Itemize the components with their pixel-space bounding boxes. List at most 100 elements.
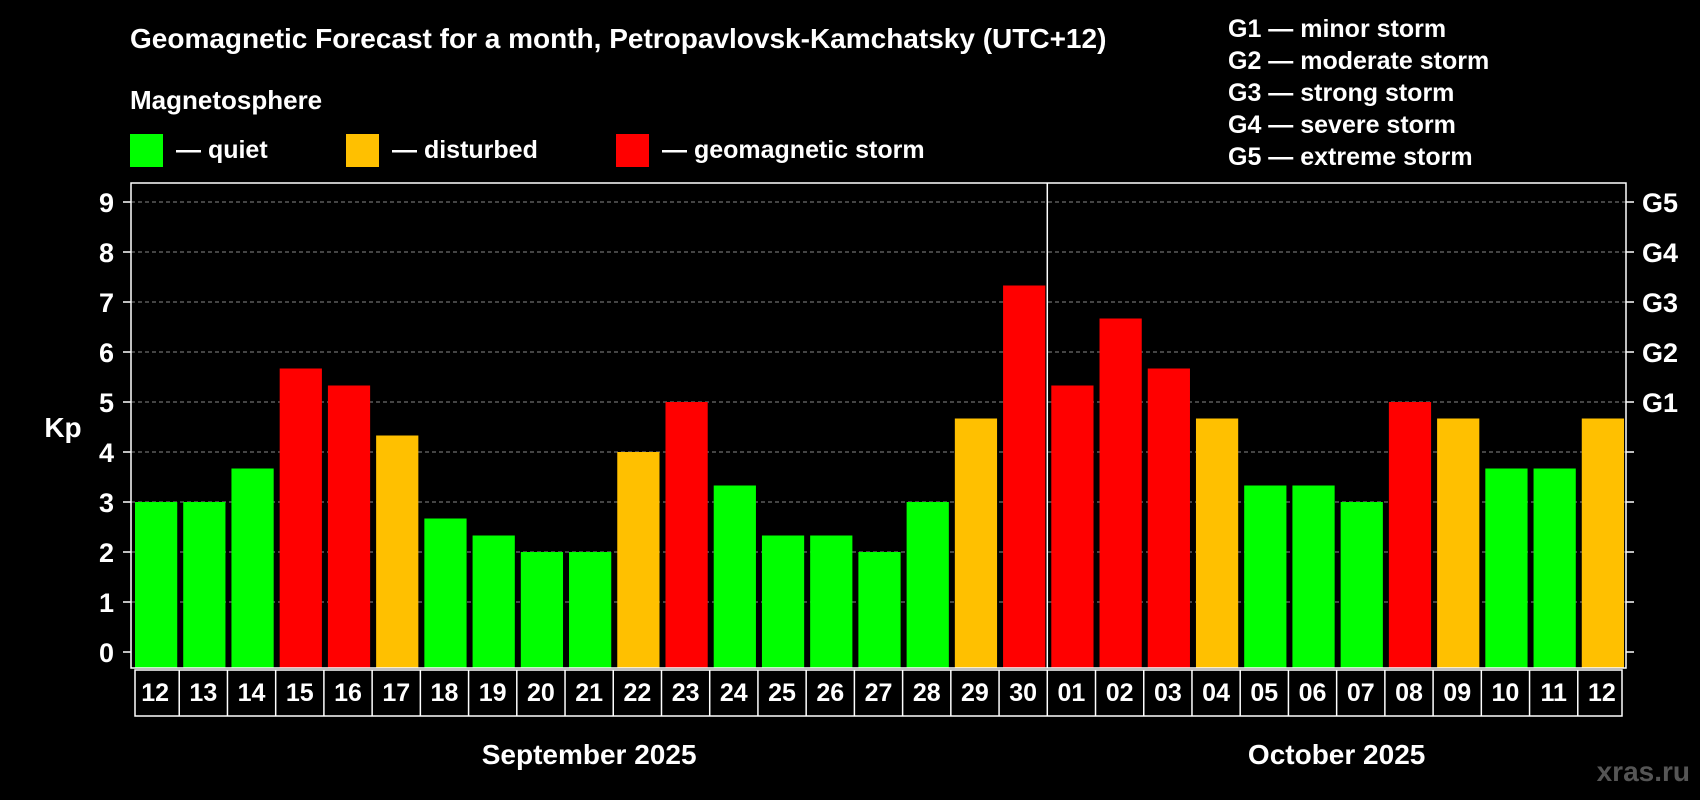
bar-09 xyxy=(1437,418,1480,668)
x-tick-label: 19 xyxy=(479,679,507,707)
x-tick-label: 26 xyxy=(816,679,844,707)
x-tick-label: 28 xyxy=(913,679,941,707)
storm-scale-item: G2 — moderate storm xyxy=(1228,47,1489,75)
x-tick-label: 12 xyxy=(141,679,169,707)
bar-11 xyxy=(1533,468,1576,668)
x-tick-label: 03 xyxy=(1154,679,1182,707)
x-tick-label: 20 xyxy=(527,679,555,707)
storm-scale-item: G3 — strong storm xyxy=(1228,79,1454,107)
x-tick-label: 08 xyxy=(1395,679,1423,707)
legend-swatch-storm xyxy=(616,134,649,167)
x-tick-label: 17 xyxy=(382,679,410,707)
bar-17 xyxy=(376,435,419,668)
y-tick-label: 8 xyxy=(99,238,114,268)
y-tick-label: 7 xyxy=(99,288,114,318)
x-tick-label: 02 xyxy=(1106,679,1134,707)
storm-scale-legend: G1 — minor storm G2 — moderate storm G3 — … xyxy=(1228,15,1489,171)
bar-05 xyxy=(1244,485,1287,668)
bar-01 xyxy=(1051,385,1094,668)
legend-title: Magnetosphere xyxy=(130,85,322,115)
storm-level-label: G2 xyxy=(1642,338,1678,368)
bar-13 xyxy=(183,502,226,668)
bar-12 xyxy=(135,502,178,668)
bar-28 xyxy=(906,502,949,668)
storm-scale-item: G1 — minor storm xyxy=(1228,15,1446,43)
bar-04 xyxy=(1195,418,1239,668)
month-label: September 2025 xyxy=(482,739,697,770)
x-tick-label: 15 xyxy=(286,679,314,707)
bar-21 xyxy=(569,552,612,668)
bar-12 xyxy=(1581,418,1624,668)
bar-14 xyxy=(231,468,274,668)
bar-10 xyxy=(1485,468,1528,668)
bar-02 xyxy=(1099,318,1142,668)
y-axis: 0 1 2 3 4 5 6 7 8 9 xyxy=(99,188,131,668)
x-tick-label: 22 xyxy=(623,679,651,707)
y-tick-label: 4 xyxy=(99,438,114,468)
x-tick-label: 18 xyxy=(431,679,459,707)
bar-08 xyxy=(1388,402,1432,668)
legend-label-disturbed: — disturbed xyxy=(392,136,538,164)
legend-swatch-disturbed xyxy=(346,134,379,167)
x-tick-label: 29 xyxy=(961,679,989,707)
legend-swatch-quiet xyxy=(130,134,163,167)
x-tick-label: 27 xyxy=(865,679,893,707)
y-tick-label: 9 xyxy=(99,188,114,218)
bar-18 xyxy=(424,518,467,668)
y-tick-label: 3 xyxy=(99,488,114,518)
x-tick-label: 30 xyxy=(1009,679,1037,707)
x-tick-label: 25 xyxy=(768,679,796,707)
day-row-border xyxy=(134,669,1623,717)
bar-23 xyxy=(665,402,708,668)
bar-15 xyxy=(279,368,322,668)
plot-frame xyxy=(130,182,1627,669)
storm-level-label: G1 xyxy=(1642,388,1678,418)
x-tick-label: 14 xyxy=(238,679,266,707)
bar-03 xyxy=(1147,368,1190,668)
storm-level-label: G3 xyxy=(1642,288,1678,318)
storm-level-label: G4 xyxy=(1642,238,1678,268)
bar-20 xyxy=(520,552,564,668)
watermark: xras.ru xyxy=(1597,756,1690,787)
y-tick-label: 0 xyxy=(99,638,114,668)
x-tick-label: 12 xyxy=(1588,679,1616,707)
x-tick-label: 07 xyxy=(1347,679,1375,707)
bar-16 xyxy=(327,385,371,668)
storm-scale-item: G4 — severe storm xyxy=(1228,111,1456,139)
y-tick-label: 6 xyxy=(99,338,114,368)
bar-27 xyxy=(858,552,901,668)
x-tick-label: 16 xyxy=(334,679,362,707)
legend-label-quiet: — quiet xyxy=(176,136,268,164)
y-tick-label: 1 xyxy=(99,588,114,618)
bar-29 xyxy=(954,418,998,668)
x-tick-label: 04 xyxy=(1202,679,1230,707)
plot-border xyxy=(130,182,1627,669)
x-tick-label: 10 xyxy=(1492,679,1520,707)
bar-30 xyxy=(1003,285,1046,668)
legend: — quiet — disturbed — geomagnetic storm xyxy=(130,134,925,167)
bar-25 xyxy=(761,535,805,668)
x-axis: 12 13 14 15 16 17 18 19 20 21 22 23 24 25 26 27 28 29 30 01… xyxy=(134,669,1623,770)
month-label: October 2025 xyxy=(1248,739,1425,770)
bar-07 xyxy=(1340,502,1383,668)
x-tick-label: 13 xyxy=(189,679,217,707)
x-tick-label: 21 xyxy=(575,679,603,707)
x-tick-label: 23 xyxy=(672,679,700,707)
x-tick-label: 01 xyxy=(1057,679,1085,707)
chart-title: Geomagnetic Forecast for a month, Petrop… xyxy=(130,23,1106,54)
bars xyxy=(135,285,1624,668)
y-axis-label: Kp xyxy=(44,412,81,443)
bar-06 xyxy=(1292,485,1335,668)
bar-24 xyxy=(713,485,756,668)
bar-19 xyxy=(472,535,515,668)
x-tick-label: 24 xyxy=(720,679,748,707)
x-tick-label: 09 xyxy=(1443,679,1471,707)
storm-axis: G1 G2 G3 G4 G5 xyxy=(1626,188,1678,653)
bar-26 xyxy=(810,535,853,668)
y-tick-label: 5 xyxy=(99,388,114,418)
storm-level-label: G5 xyxy=(1642,188,1678,218)
x-tick-label: 05 xyxy=(1250,679,1278,707)
x-tick-label: 11 xyxy=(1540,679,1567,707)
y-tick-label: 2 xyxy=(99,538,114,568)
